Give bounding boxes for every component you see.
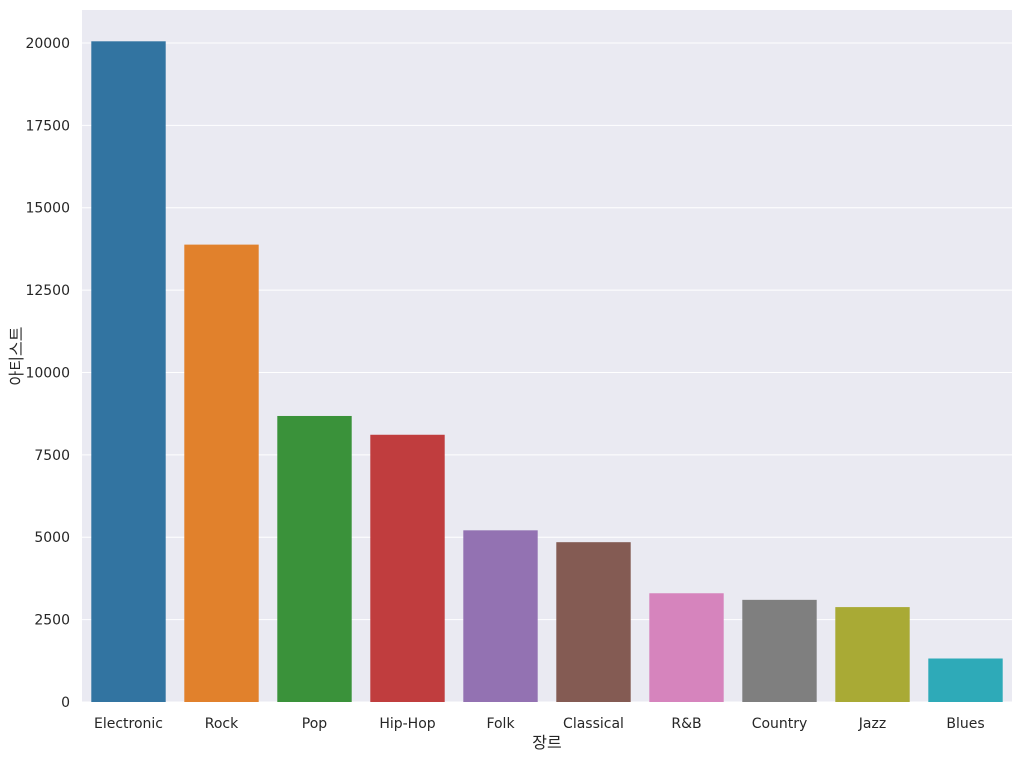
y-tick-label: 12500 — [25, 283, 70, 299]
bar-electronic — [91, 41, 166, 703]
bar-rock — [184, 244, 259, 702]
x-tick-labels: Electronic Rock Pop Hip-Hop Folk Classical R&B… — [94, 716, 985, 732]
x-tick-label: Jazz — [858, 716, 886, 732]
x-axis-label: 장르 — [532, 733, 561, 752]
x-tick-label: Country — [752, 716, 808, 732]
bar-blues — [928, 658, 1003, 702]
y-tick-label: 2500 — [34, 613, 70, 629]
bar-r-b — [649, 593, 724, 702]
bar-folk — [463, 530, 538, 702]
y-tick-label: 10000 — [25, 365, 70, 381]
y-tick-label: 20000 — [25, 36, 70, 52]
bar-hip-hop — [370, 434, 445, 702]
bar-country — [742, 599, 817, 702]
x-tick-label: Rock — [205, 716, 239, 732]
x-tick-label: R&B — [671, 716, 701, 732]
x-tick-label: Folk — [486, 716, 515, 732]
y-tick-label: 7500 — [34, 448, 70, 464]
y-axis-label: 아티스트 — [7, 327, 26, 386]
x-tick-label: Hip-Hop — [379, 716, 435, 732]
y-tick-label: 0 — [61, 695, 70, 711]
y-tick-label: 5000 — [34, 530, 70, 546]
y-tick-label: 15000 — [25, 201, 70, 217]
bar-classical — [556, 542, 631, 702]
x-tick-label: Pop — [302, 716, 328, 732]
bar-jazz — [835, 607, 910, 702]
x-tick-label: Electronic — [94, 716, 163, 732]
bars — [91, 41, 1003, 703]
y-tick-label: 17500 — [25, 118, 70, 134]
x-tick-label: Classical — [563, 716, 624, 732]
y-tick-labels: 0 2500 5000 7500 10000 12500 15000 17500 20000 — [25, 36, 70, 711]
x-tick-label: Blues — [946, 716, 984, 732]
bar-pop — [277, 415, 352, 702]
